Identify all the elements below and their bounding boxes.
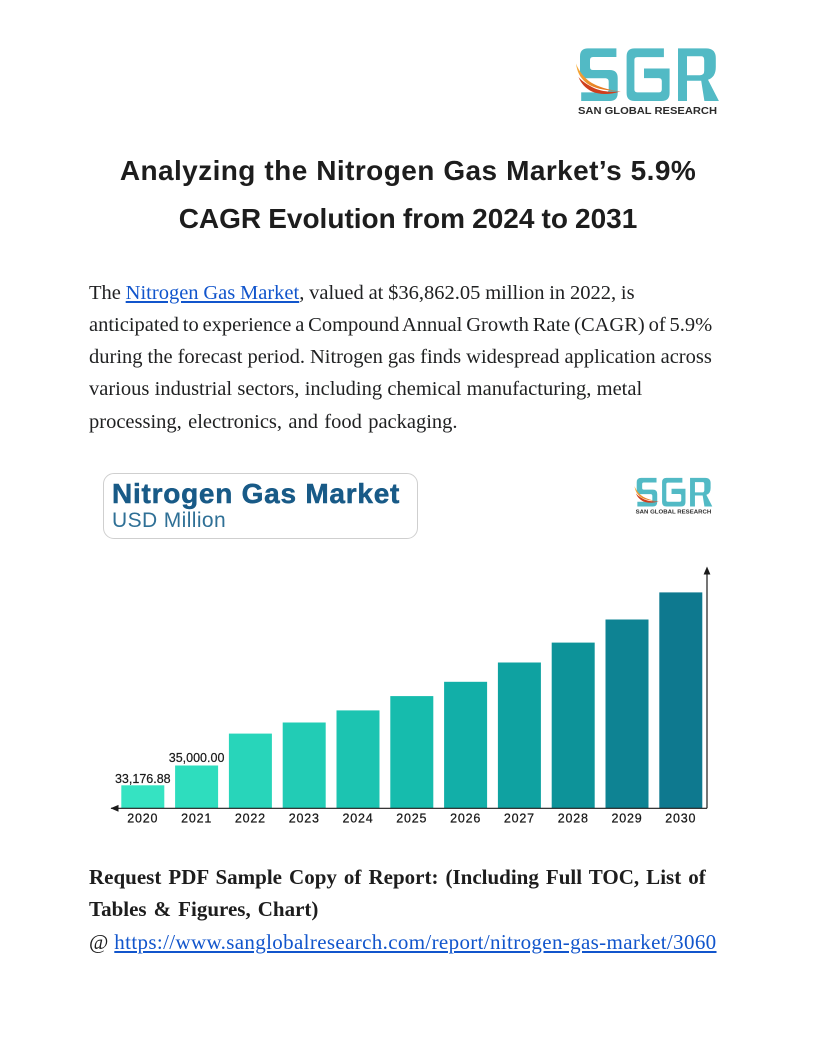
svg-text:2027: 2027: [504, 811, 535, 825]
svg-text:2020: 2020: [127, 811, 158, 825]
svg-text:2030: 2030: [665, 811, 696, 825]
svg-text:2022: 2022: [235, 811, 266, 825]
svg-text:35,000.00: 35,000.00: [169, 751, 225, 765]
svg-text:2028: 2028: [558, 811, 589, 825]
svg-text:2021: 2021: [181, 811, 212, 825]
svg-text:2023: 2023: [289, 811, 320, 825]
svg-text:2024: 2024: [342, 811, 373, 825]
svg-text:2025: 2025: [396, 811, 427, 825]
svg-text:33,176.88: 33,176.88: [115, 772, 171, 786]
svg-text:SAN GLOBAL RESEARCH: SAN GLOBAL RESEARCH: [636, 510, 712, 516]
svg-text:2026: 2026: [450, 811, 481, 825]
svg-text:2029: 2029: [611, 811, 642, 825]
svg-text:SAN GLOBAL RESEARCH: SAN GLOBAL RESEARCH: [578, 106, 717, 117]
